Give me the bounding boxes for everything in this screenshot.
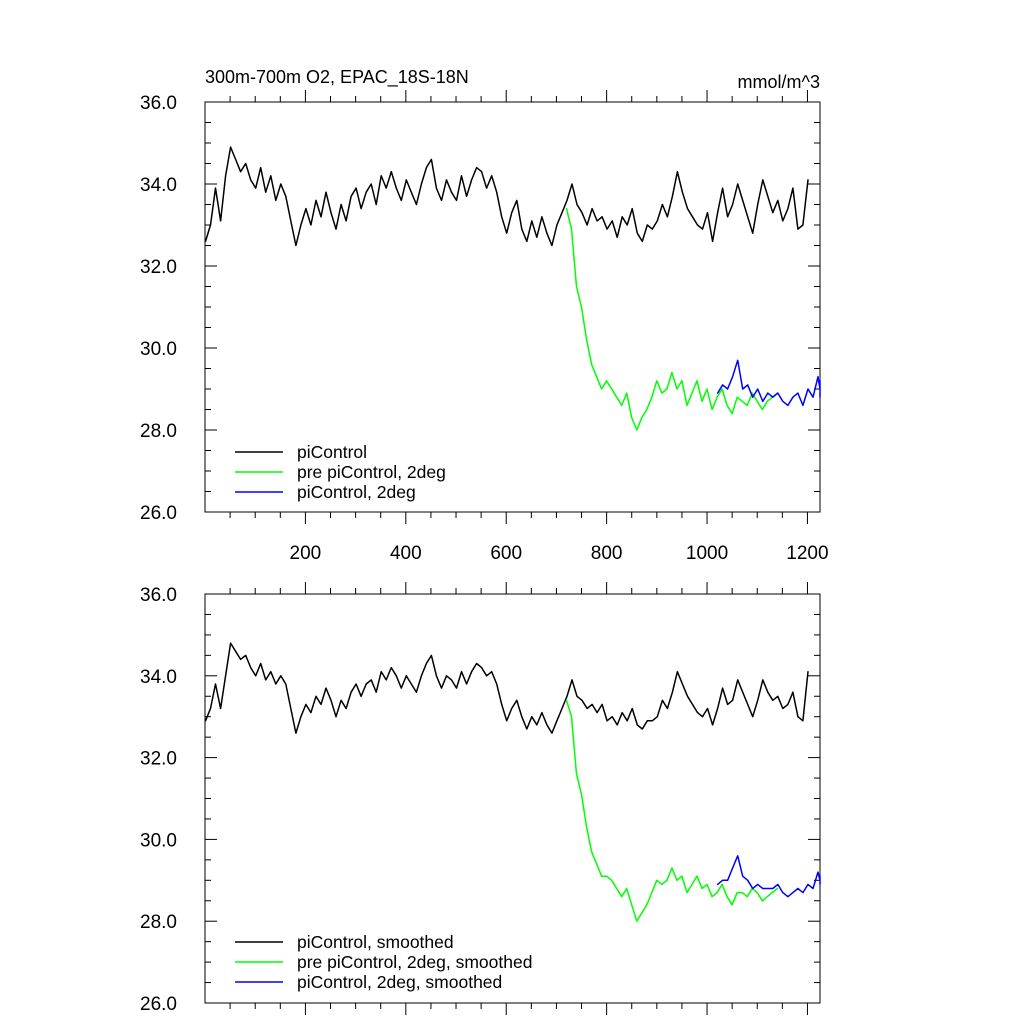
- y-tick-label: 34.0: [140, 175, 177, 196]
- legend-label: piControl, 2deg, smoothed: [297, 972, 502, 992]
- x-tick-label: 200: [290, 543, 322, 564]
- top-panel: 300m-700m O2, EPAC_18S-18N mmol/m^3 26.0…: [140, 67, 829, 564]
- series-lines-top: [204, 146, 821, 431]
- axes-bottom: 26.0 28.0 30.0 32.0 34.0 36.0: [140, 582, 820, 1015]
- legend-label: pre piControl, 2deg, smoothed: [297, 952, 532, 972]
- x-tick-label: 600: [490, 543, 522, 564]
- x-tick-label: 400: [390, 543, 422, 564]
- y-tick-label: 26.0: [140, 503, 177, 524]
- series-line-2: [565, 207, 779, 431]
- y-tick-label: 26.0: [140, 994, 177, 1015]
- series-line-3: [716, 855, 821, 898]
- chart-title: 300m-700m O2, EPAC_18S-18N: [205, 67, 469, 88]
- series-line-1: [204, 146, 809, 247]
- bottom-panel: 26.0 28.0 30.0 32.0 34.0 36.0 piControl, smoo…: [140, 582, 821, 1015]
- legend-label: piControl: [297, 442, 367, 462]
- y-tick-label: 36.0: [140, 585, 177, 606]
- y-tick-label: 28.0: [140, 912, 177, 933]
- y-tick-label: 36.0: [140, 93, 177, 114]
- y-tick-label: 30.0: [140, 339, 177, 360]
- legend-label: pre piControl, 2deg: [297, 462, 446, 482]
- series-line-3: [716, 359, 821, 407]
- series-lines-bottom: [204, 642, 821, 922]
- y-tick-label: 32.0: [140, 257, 177, 278]
- legend-label: piControl, smoothed: [297, 932, 454, 952]
- x-tick-label: 1000: [686, 543, 728, 564]
- series-line-1: [204, 642, 809, 734]
- legend-label: piControl, 2deg: [297, 482, 416, 502]
- x-tick-label: 1200: [786, 543, 828, 564]
- y-tick-label: 34.0: [140, 667, 177, 688]
- series-line-2: [565, 699, 779, 922]
- units-label: mmol/m^3: [738, 72, 820, 92]
- y-tick-label: 30.0: [140, 830, 177, 851]
- axes-top: 26.0 28.0 30.0 32.0 34.0 36.0 200 400 600 800 1000…: [140, 90, 829, 564]
- y-tick-label: 28.0: [140, 421, 177, 442]
- x-tick-label: 800: [591, 543, 623, 564]
- y-tick-label: 32.0: [140, 749, 177, 770]
